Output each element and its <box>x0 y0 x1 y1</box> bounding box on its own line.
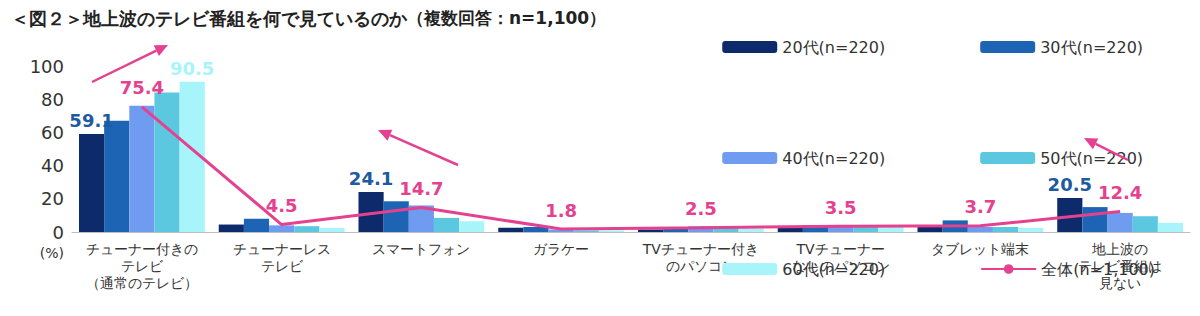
svg-text:3.5: 3.5 <box>825 197 857 218</box>
svg-text:0: 0 <box>53 222 64 243</box>
svg-text:（通常のテレビ）: （通常のテレビ） <box>86 275 198 291</box>
svg-text:チューナーレス: チューナーレス <box>233 241 331 257</box>
svg-text:全体(n=1,100): 全体(n=1,100) <box>1041 260 1155 279</box>
svg-text:20: 20 <box>41 188 64 209</box>
svg-text:テレビ: テレビ <box>121 258 164 274</box>
svg-text:TVチューナー: TVチューナー <box>796 241 885 257</box>
svg-text:チューナー付きの: チューナー付きの <box>86 241 198 257</box>
svg-text:テレビ: テレビ <box>261 258 304 274</box>
svg-text:(%): (%) <box>40 245 64 261</box>
svg-text:地上波の: 地上波の <box>1091 241 1148 257</box>
svg-text:のパソコン: のパソコン <box>665 257 736 274</box>
svg-text:14.7: 14.7 <box>399 178 443 199</box>
svg-text:59.1: 59.1 <box>69 110 113 131</box>
svg-text:75.4: 75.4 <box>120 77 164 98</box>
svg-text:50代(n=220): 50代(n=220) <box>1040 149 1143 168</box>
svg-text:1.8: 1.8 <box>545 200 577 221</box>
svg-text:タブレット端末: タブレット端末 <box>931 241 1029 257</box>
svg-text:ガラケー: ガラケー <box>533 241 589 257</box>
svg-text:2.5: 2.5 <box>685 198 717 219</box>
svg-text:90.5: 90.5 <box>170 58 214 79</box>
svg-text:20代(n=220): 20代(n=220) <box>782 38 885 57</box>
svg-text:100: 100 <box>30 56 64 77</box>
svg-text:3.7: 3.7 <box>964 196 996 217</box>
svg-text:＜図２＞地上波のテレビ番組を何で見ているのか: ＜図２＞地上波のテレビ番組を何で見ているのか <box>11 8 408 29</box>
svg-text:80: 80 <box>41 89 64 110</box>
svg-text:40: 40 <box>41 155 64 176</box>
svg-text:60代(n=220): 60代(n=220) <box>782 260 885 279</box>
svg-text:30代(n=220): 30代(n=220) <box>1040 38 1143 57</box>
svg-text:TVチューナー付き: TVチューナー付き <box>642 241 759 257</box>
svg-text:4.5: 4.5 <box>266 195 298 216</box>
svg-text:60: 60 <box>41 122 64 143</box>
svg-text:（複数回答：n=1,100）: （複数回答：n=1,100） <box>407 8 606 28</box>
svg-text:見ない: 見ない <box>1099 274 1142 291</box>
svg-text:24.1: 24.1 <box>349 168 393 189</box>
svg-text:20.5: 20.5 <box>1048 174 1092 195</box>
svg-text:40代(n=220): 40代(n=220) <box>782 149 885 168</box>
svg-text:スマートフォン: スマートフォン <box>372 241 470 257</box>
svg-text:12.4: 12.4 <box>1098 182 1142 203</box>
